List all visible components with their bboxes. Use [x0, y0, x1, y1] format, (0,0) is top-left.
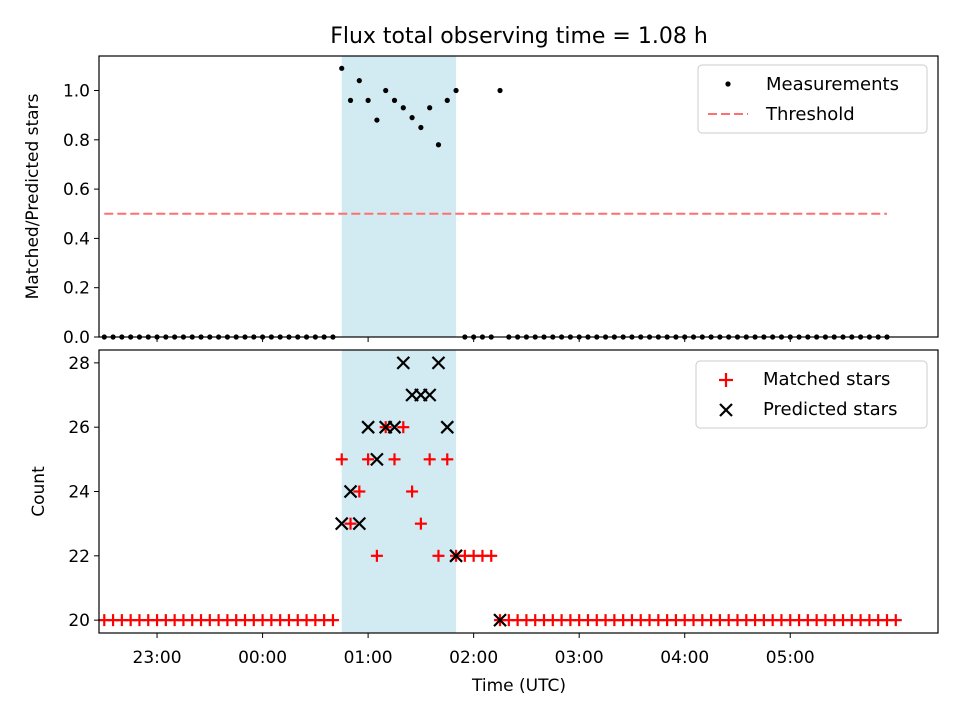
predicted-star-point	[396, 356, 411, 370]
x-tick-label: 05:00	[766, 648, 815, 668]
measurement-point	[347, 97, 354, 103]
matched-star-point	[889, 614, 902, 627]
count-y-tick-label: 24	[68, 483, 90, 503]
predicted-star-point	[440, 420, 455, 434]
matched-star-point	[423, 453, 436, 466]
predicted-star-point	[361, 420, 375, 434]
matched-star-point	[432, 549, 445, 562]
x-tick-label: 03:00	[555, 648, 604, 668]
measurement-point	[427, 105, 433, 111]
legend-threshold-label: Threshold	[765, 104, 855, 125]
x-tick-label: 04:00	[660, 648, 709, 668]
count-legend: Matched stars Predicted stars	[695, 360, 928, 429]
x-tick-label: 01:00	[344, 648, 393, 668]
x-tick-label: 23:00	[133, 648, 182, 668]
matched-star-point	[326, 614, 339, 627]
measurement-point	[418, 124, 424, 131]
ratio-y-tick-label: 1.0	[63, 82, 90, 102]
measurement-point	[365, 97, 371, 103]
predicted-star-points	[334, 356, 507, 627]
predicted-star-point	[493, 613, 507, 627]
count-axes-frame	[98, 349, 939, 634]
legend-matched-label: Matched stars	[763, 369, 890, 390]
x-axis-label: Time (UTC)	[471, 676, 566, 696]
matched-star-point	[414, 517, 427, 530]
count-y-tick-label: 26	[68, 418, 90, 438]
ratio-y-tick-label: 0.2	[63, 279, 90, 299]
predicted-star-point	[370, 452, 384, 467]
matched-star-point	[344, 517, 357, 530]
chart-title: Flux total observing time = 1.08 h	[330, 24, 708, 49]
ratio-panel: 0.0 0.2 0.4 0.6 0.8 1.0 Matched/Predicted sta…	[23, 55, 939, 348]
measurement-point	[444, 97, 450, 103]
legend-predicted-label: Predicted stars	[763, 399, 897, 420]
predicted-star-point	[343, 484, 358, 499]
count-panel: 20 22 24 26 28 23:00 00:00 01:00 02:00 03:00 04:0…	[29, 349, 939, 696]
predicted-star-point	[334, 516, 349, 531]
measurement-point	[435, 142, 442, 148]
measurement-point	[339, 65, 345, 71]
x-tick-label: 00:00	[238, 648, 287, 668]
observing-window-shade	[341, 56, 457, 337]
measurement-point	[400, 105, 406, 111]
ratio-legend: Measurements Threshold	[697, 64, 928, 134]
predicted-star-point	[352, 516, 367, 531]
matched-star-point	[370, 549, 383, 562]
ratio-y-tick-label: 0.6	[63, 180, 90, 200]
matched-star-point	[406, 485, 419, 498]
predicted-star-point	[422, 388, 437, 402]
legend-matched-marker	[719, 373, 733, 387]
count-y-axis-label: Count	[29, 466, 49, 517]
count-legend-box	[695, 360, 928, 429]
matched-star-point	[397, 421, 410, 434]
legend-measurements-label: Measurements	[766, 74, 899, 95]
predicted-star-point	[431, 356, 446, 370]
measurement-point	[383, 87, 389, 94]
matched-star-point	[485, 549, 498, 562]
measurement-point	[497, 87, 503, 94]
ratio-legend-box	[697, 64, 928, 134]
ratio-y-tick-label: 0.0	[63, 328, 90, 348]
matched-star-points	[98, 421, 902, 627]
measurement-point	[374, 117, 380, 123]
ratio-y-axis-label: Matched/Predicted stars	[23, 93, 43, 299]
count-x-ticks: 23:00 00:00 01:00 02:00 03:00 04:00 05:00	[133, 633, 815, 668]
predicted-star-point	[449, 549, 463, 563]
predicted-star-point	[387, 420, 402, 434]
matched-star-point	[362, 453, 375, 466]
ratio-y-ticks: 0.0 0.2 0.4 0.6 0.8 1.0	[63, 82, 99, 348]
measurement-point	[356, 78, 362, 84]
count-y-tick-label: 22	[68, 547, 90, 567]
matched-star-point	[335, 453, 348, 466]
legend-measurements-marker	[725, 81, 731, 87]
matched-star-point	[353, 485, 366, 498]
matched-star-point	[441, 453, 454, 466]
matched-star-point	[388, 453, 401, 466]
legend-predicted-marker	[719, 403, 733, 417]
measurement-point	[391, 97, 398, 103]
ratio-axes-frame	[98, 55, 939, 338]
count-y-tick-label: 20	[68, 611, 90, 631]
x-tick-label: 02:00	[449, 648, 498, 668]
ratio-y-tick-label: 0.4	[63, 229, 90, 249]
count-y-tick-label: 28	[68, 354, 90, 374]
count-y-ticks: 20 22 24 26 28	[68, 354, 99, 631]
measurement-point	[453, 87, 459, 94]
ratio-y-tick-label: 0.8	[63, 131, 90, 151]
measurement-point	[409, 115, 415, 121]
